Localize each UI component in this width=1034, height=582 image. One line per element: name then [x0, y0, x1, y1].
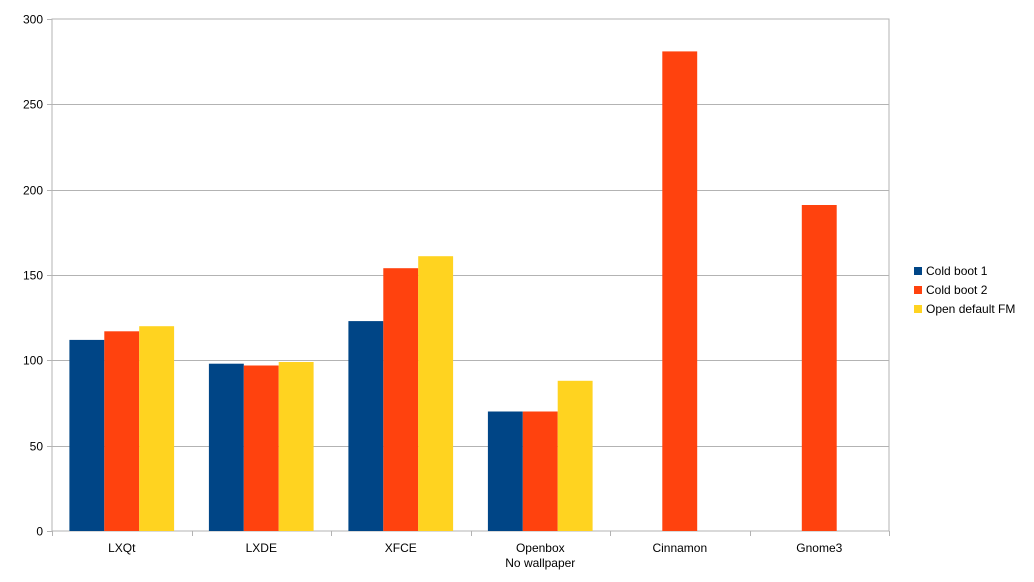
bar-open-default-fm [557, 380, 593, 531]
x-tick-label: No wallpaper [505, 556, 575, 570]
x-tick-label: Cinnamon [652, 541, 707, 555]
bar-cold-boot-2 [104, 331, 140, 531]
axes: 0 50 100 150 200 250 300 LXQt LXDE XFCE OpenboxNo … [23, 13, 890, 570]
bar-cold-boot-1 [348, 321, 384, 531]
bars [69, 51, 837, 532]
bar-cold-boot-2 [383, 268, 419, 531]
y-tick-label: 300 [23, 13, 43, 27]
bar-cold-boot-1 [208, 363, 244, 531]
x-tick-label: Gnome3 [796, 541, 842, 555]
bar-cold-boot-2 [522, 411, 558, 531]
bar-cold-boot-1 [69, 339, 105, 531]
bar-cold-boot-2 [243, 365, 279, 531]
legend: Cold boot 1 Cold boot 2 Open default FM [914, 264, 1015, 316]
legend-label: Open default FM [926, 302, 1015, 316]
legend-label: Cold boot 1 [926, 264, 988, 278]
y-tick-label: 0 [36, 525, 43, 539]
bar-open-default-fm [418, 256, 454, 531]
y-tick-label: 250 [23, 98, 43, 112]
bar-open-default-fm [139, 326, 175, 531]
x-tick-label: LXDE [246, 541, 277, 555]
legend-label: Cold boot 2 [926, 283, 988, 297]
x-tick-label: Openbox [516, 541, 565, 555]
y-tick-label: 150 [23, 269, 43, 283]
bar-cold-boot-2 [801, 205, 837, 531]
gridlines [52, 104, 889, 447]
x-tick-label: LXQt [108, 541, 136, 555]
bar-cold-boot-2 [662, 51, 698, 532]
y-tick-label: 50 [30, 440, 44, 454]
legend-swatch [914, 267, 922, 275]
bar-open-default-fm [278, 362, 314, 531]
y-tick-label: 200 [23, 184, 43, 198]
bar-cold-boot-1 [487, 411, 523, 531]
legend-swatch [914, 305, 922, 313]
x-tick-label: XFCE [385, 541, 417, 555]
y-tick-label: 100 [23, 354, 43, 368]
legend-swatch [914, 286, 922, 294]
